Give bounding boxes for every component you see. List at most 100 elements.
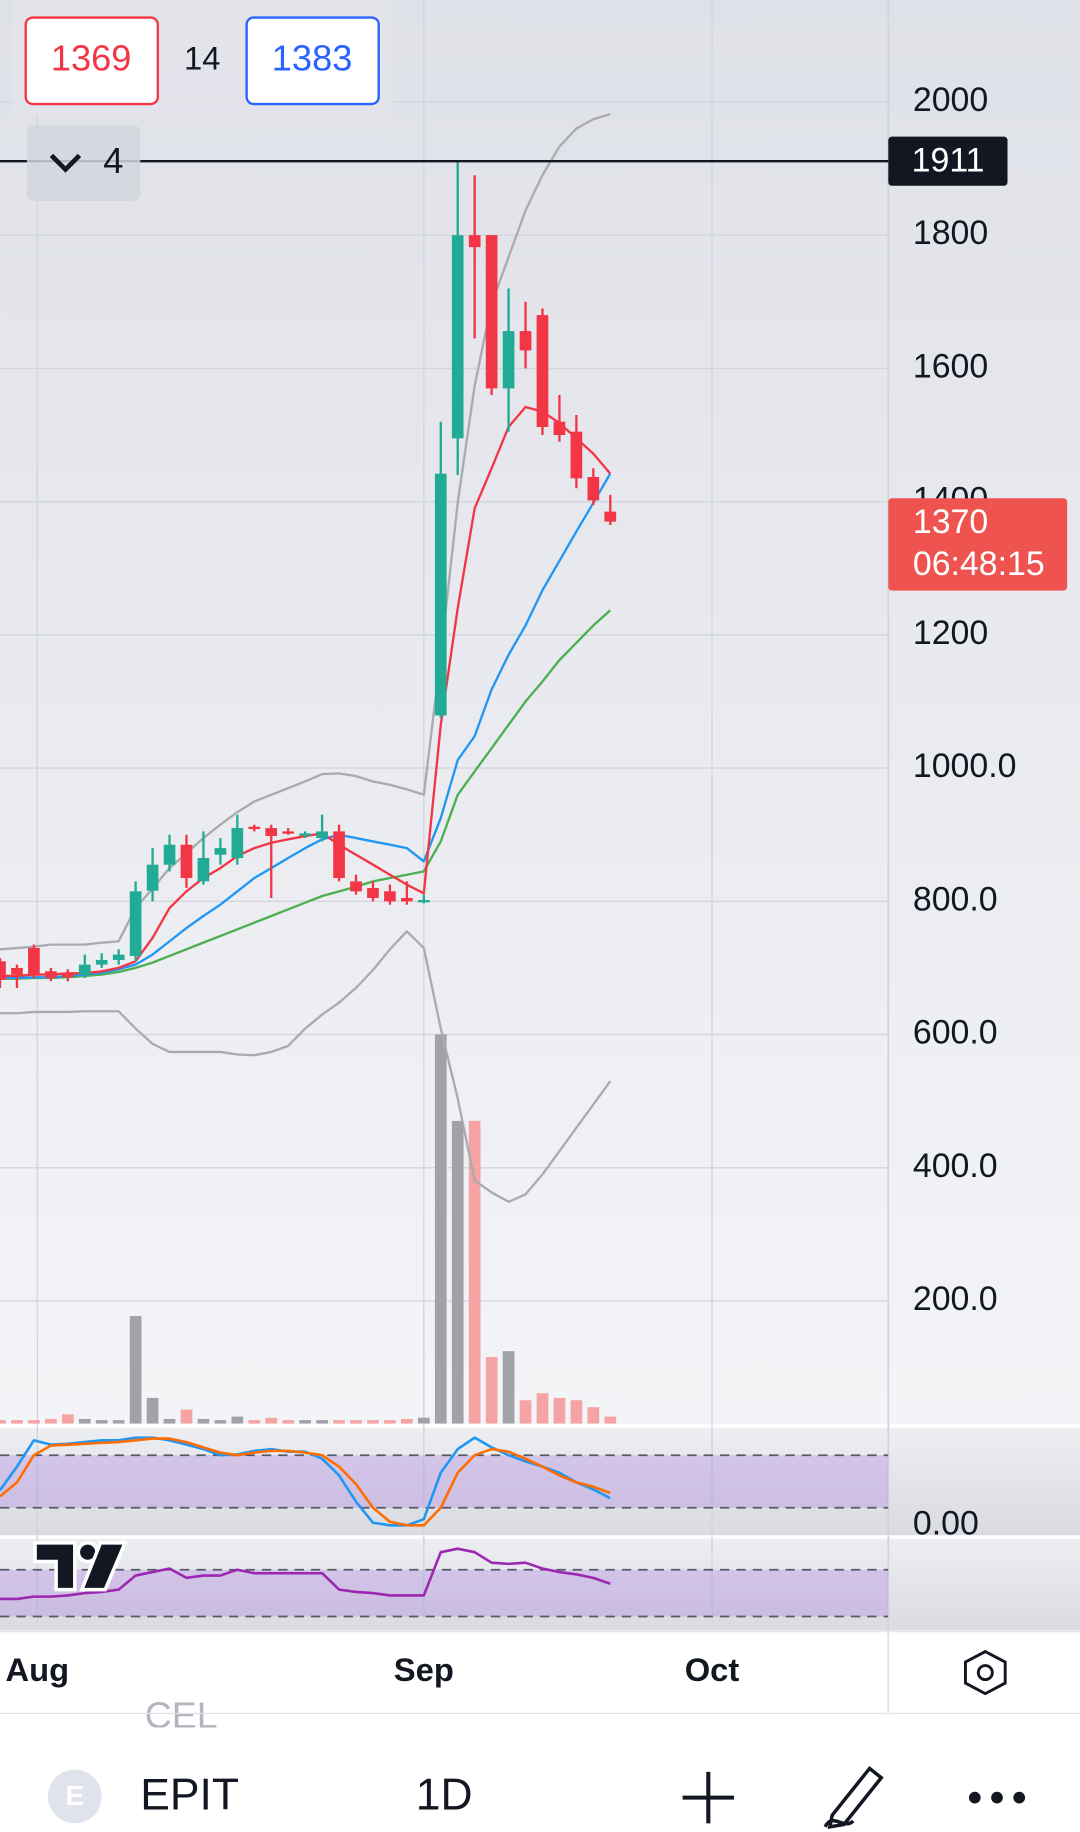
- volume-bar: [299, 1420, 311, 1424]
- volume-bar: [536, 1393, 549, 1424]
- candle-body: [231, 828, 244, 859]
- y-tick-label: 600.0: [913, 1014, 998, 1052]
- stochastic-pane: [0, 1428, 1080, 1536]
- volume-bar: [0, 1420, 6, 1424]
- volume-bar: [434, 1034, 447, 1424]
- candle-body: [163, 844, 176, 865]
- y-tick-label: 1000.0: [913, 747, 1017, 785]
- volume-bar: [333, 1420, 345, 1424]
- symbol-logo[interactable]: [47, 1769, 102, 1824]
- hline-label: 1911: [912, 141, 985, 179]
- buy-button[interactable]: [245, 16, 380, 106]
- candle-body: [350, 881, 362, 892]
- last-price: 1370: [913, 503, 988, 541]
- volume-bar: [265, 1417, 278, 1424]
- grid: [0, 0, 889, 1627]
- volume-bar: [401, 1418, 413, 1424]
- candle-body: [417, 900, 430, 903]
- toolbar: [0, 1727, 1080, 1832]
- candle-body: [502, 331, 515, 389]
- draw-button[interactable]: [823, 1765, 884, 1830]
- x-tick-label: Sep: [394, 1651, 454, 1688]
- chart-background: [0, 0, 1080, 1631]
- candle-body: [282, 831, 295, 834]
- ask-price[interactable]: 1383: [272, 37, 353, 78]
- symbol-letter: E: [65, 1780, 84, 1811]
- volume-bar: [112, 1420, 125, 1424]
- volume-bar: [163, 1418, 176, 1424]
- candle-body: [451, 235, 464, 439]
- price-axis: 200018001600140012001000.0800.0600.0400.…: [913, 81, 1017, 1318]
- volume-bar: [282, 1420, 295, 1424]
- candle-body: [299, 833, 311, 836]
- y-tick-label: 800.0: [913, 880, 998, 918]
- x-tick-label: Oct: [685, 1651, 740, 1688]
- candle-body: [11, 967, 23, 975]
- volume-bar: [28, 1420, 40, 1424]
- moving-average: [0, 112, 611, 951]
- settings-icon[interactable]: [963, 1649, 1007, 1696]
- volume-bar: [78, 1418, 91, 1424]
- candle-body: [0, 961, 6, 980]
- logo: [33, 1541, 128, 1592]
- last-price-bg: [888, 498, 1068, 591]
- candle-body: [248, 826, 261, 830]
- candle-body: [519, 331, 532, 351]
- interval[interactable]: 1D: [416, 1770, 473, 1819]
- indicator-toggle[interactable]: [26, 125, 141, 202]
- moving-average: [0, 930, 612, 1203]
- symbol[interactable]: EPIT: [140, 1770, 239, 1819]
- volume-bar: [553, 1397, 566, 1424]
- indicator-line: [0, 1437, 611, 1527]
- y-tick-label: 400.0: [913, 1147, 998, 1185]
- y-tick-label: 1200: [913, 614, 988, 652]
- volume-bar: [180, 1409, 193, 1424]
- candle-body: [485, 235, 498, 389]
- moving-average: [0, 609, 612, 980]
- volume-bar: [248, 1420, 261, 1424]
- volume-bar: [570, 1400, 583, 1424]
- candle-body: [468, 235, 481, 248]
- sell-button[interactable]: [24, 16, 159, 106]
- rsi-pane: [0, 1538, 1080, 1631]
- volume-bar: [468, 1120, 481, 1424]
- bid-price[interactable]: 1369: [51, 37, 132, 78]
- candle-body: [604, 511, 617, 522]
- candle-body: [570, 431, 583, 479]
- volume-bar: [451, 1120, 464, 1424]
- indicator-count[interactable]: 4: [103, 140, 123, 181]
- volume-bar: [61, 1414, 74, 1424]
- x-tick-label: Aug: [5, 1651, 69, 1688]
- volume-bar: [231, 1416, 244, 1424]
- y-tick-label: 2000: [913, 81, 988, 119]
- x-axis: Aug Sep Oct: [5, 1651, 739, 1688]
- moving-average: [0, 473, 612, 980]
- candle-body: [78, 964, 91, 975]
- candle-body: [112, 954, 125, 960]
- band-fill: [0, 1569, 889, 1617]
- volume-bar: [485, 1356, 498, 1424]
- more-button[interactable]: [968, 1791, 1026, 1804]
- volume-bar: [502, 1351, 515, 1424]
- settings-icon-core: [976, 1664, 994, 1682]
- y-tick-label: 1600: [913, 347, 988, 385]
- y-tick-label: 0.00: [913, 1504, 979, 1542]
- volume-bar: [146, 1397, 159, 1424]
- candle-body: [180, 844, 193, 879]
- volume-bar: [350, 1420, 362, 1424]
- candle-body: [316, 831, 328, 839]
- candle-body: [28, 947, 40, 975]
- candle-body: [95, 959, 108, 965]
- volume-bar: [45, 1418, 57, 1424]
- candle-body: [434, 473, 447, 716]
- add-button[interactable]: [682, 1771, 735, 1824]
- candle-body: [214, 848, 227, 855]
- volume-bar: [417, 1417, 430, 1424]
- time-axis: [0, 1631, 1080, 1714]
- countdown: 06:48:15: [913, 545, 1045, 583]
- price-pane: [0, 112, 889, 1424]
- candle-body: [401, 898, 413, 902]
- volume-bar: [95, 1420, 108, 1424]
- candle-body: [45, 971, 57, 978]
- candle-body: [61, 973, 74, 978]
